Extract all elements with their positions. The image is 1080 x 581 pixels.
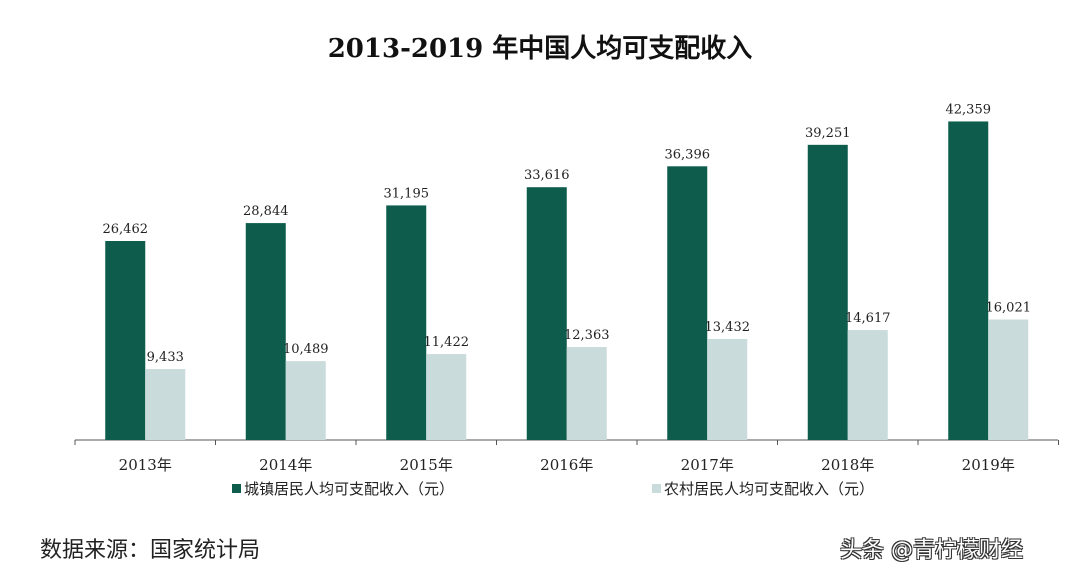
legend-label: 农村居民人均可支配收入（元）	[664, 480, 874, 498]
chart-title: 2013-2019 年中国人均可支配收入	[327, 34, 753, 64]
bar-urban	[105, 241, 146, 440]
x-tick-label: 2017年	[681, 456, 734, 474]
data-label: 11,422	[424, 335, 470, 350]
data-label: 16,021	[986, 301, 1032, 316]
watermark: 头条 @青柠檬财经	[840, 538, 1023, 563]
x-tick-label: 2019年	[962, 456, 1015, 474]
data-label: 36,396	[665, 147, 711, 162]
data-label: 14,617	[845, 311, 891, 326]
x-tick-label: 2013年	[119, 456, 172, 474]
data-label: 26,462	[103, 222, 149, 237]
data-label: 10,489	[283, 342, 329, 357]
bar-rural	[145, 369, 186, 440]
bar-rural	[707, 338, 748, 440]
data-label: 33,616	[524, 168, 570, 183]
data-label: 39,251	[805, 126, 851, 141]
data-label: 13,432	[705, 320, 751, 335]
x-tick-label: 2014年	[259, 456, 312, 474]
legend-swatch	[652, 484, 661, 493]
x-tick-label: 2015年	[400, 456, 453, 474]
data-source: 数据来源：国家统计局	[40, 538, 261, 563]
data-label: 28,844	[243, 204, 289, 219]
bar-urban	[667, 166, 708, 441]
bar-rural	[426, 354, 467, 440]
bar-urban	[948, 121, 989, 440]
bar-rural	[847, 330, 888, 440]
bar-rural	[566, 347, 607, 440]
data-label: 31,195	[384, 186, 430, 201]
bar-urban	[526, 187, 567, 440]
bar-rural	[988, 319, 1029, 440]
bar-urban	[386, 205, 427, 440]
data-label: 12,363	[564, 328, 610, 343]
x-tick-label: 2018年	[821, 456, 874, 474]
bar-urban	[807, 144, 848, 441]
data-label: 9,433	[147, 350, 184, 365]
data-label: 42,359	[946, 102, 992, 117]
bar-rural	[285, 361, 326, 440]
bar-urban	[245, 223, 286, 440]
legend-swatch	[232, 484, 241, 493]
x-tick-label: 2016年	[540, 456, 593, 474]
legend-label: 城镇居民人均可支配收入（元）	[244, 480, 454, 498]
